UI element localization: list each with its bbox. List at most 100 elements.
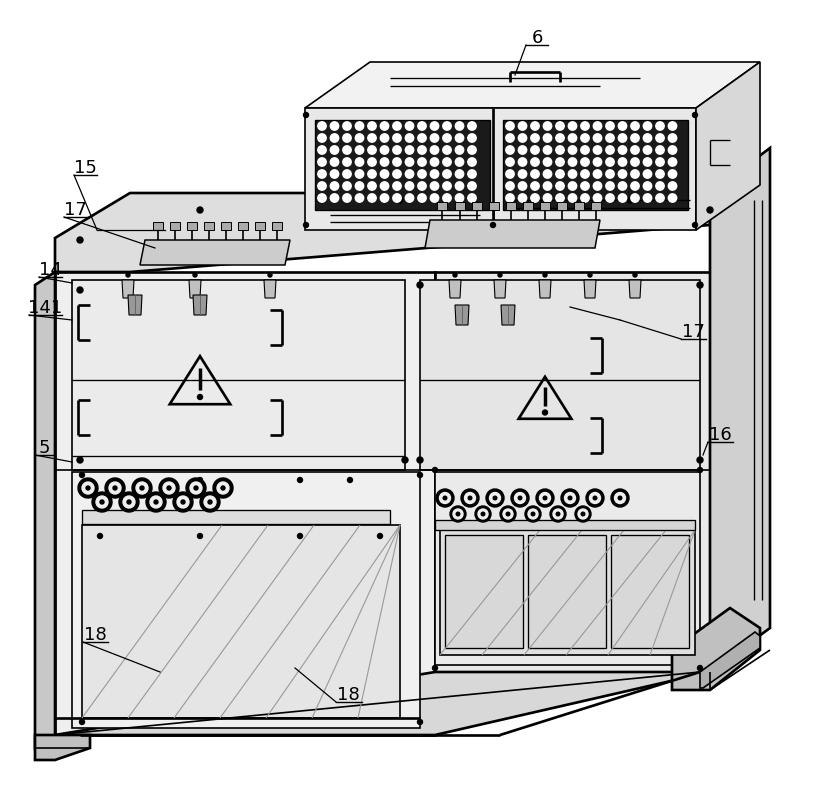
Circle shape: [606, 134, 614, 142]
Circle shape: [455, 194, 464, 202]
Circle shape: [393, 122, 401, 131]
Polygon shape: [264, 280, 276, 298]
Circle shape: [418, 134, 426, 142]
Circle shape: [198, 478, 203, 483]
Polygon shape: [696, 62, 760, 230]
Polygon shape: [519, 377, 572, 418]
Circle shape: [418, 194, 426, 202]
Polygon shape: [35, 735, 90, 760]
Circle shape: [100, 500, 104, 504]
Polygon shape: [193, 295, 207, 315]
Polygon shape: [435, 520, 695, 530]
Circle shape: [450, 506, 466, 522]
Circle shape: [668, 170, 676, 178]
Circle shape: [697, 665, 702, 671]
Polygon shape: [72, 472, 420, 728]
Circle shape: [692, 222, 697, 228]
Text: 18: 18: [337, 686, 359, 704]
Circle shape: [432, 467, 437, 472]
Polygon shape: [672, 608, 760, 690]
Circle shape: [268, 273, 272, 277]
Circle shape: [194, 486, 198, 490]
Circle shape: [356, 182, 364, 190]
Circle shape: [356, 146, 364, 154]
Circle shape: [343, 194, 352, 202]
Circle shape: [503, 509, 513, 519]
Polygon shape: [238, 222, 248, 230]
Circle shape: [356, 170, 364, 178]
Circle shape: [443, 170, 451, 178]
Text: 17: 17: [63, 201, 86, 219]
Polygon shape: [494, 280, 506, 298]
Circle shape: [536, 489, 554, 507]
Circle shape: [643, 182, 652, 190]
Circle shape: [656, 122, 664, 131]
Circle shape: [631, 194, 639, 202]
Circle shape: [105, 478, 125, 498]
Circle shape: [575, 506, 591, 522]
Circle shape: [581, 122, 589, 131]
Circle shape: [627, 197, 633, 203]
Circle shape: [80, 720, 85, 725]
Circle shape: [167, 486, 171, 490]
Circle shape: [468, 170, 476, 178]
Circle shape: [643, 122, 652, 131]
Circle shape: [668, 157, 676, 166]
Circle shape: [500, 506, 516, 522]
Text: 17: 17: [681, 323, 705, 341]
Circle shape: [668, 146, 676, 154]
Circle shape: [127, 500, 131, 504]
Circle shape: [343, 170, 352, 178]
Circle shape: [221, 486, 225, 490]
Circle shape: [618, 496, 622, 500]
Circle shape: [430, 146, 439, 154]
Circle shape: [468, 182, 476, 190]
Circle shape: [468, 194, 476, 202]
Circle shape: [468, 146, 476, 154]
Circle shape: [417, 457, 423, 463]
Circle shape: [692, 112, 697, 118]
Circle shape: [593, 146, 602, 154]
Circle shape: [453, 273, 457, 277]
Circle shape: [543, 157, 552, 166]
Circle shape: [80, 472, 85, 478]
Circle shape: [568, 194, 577, 202]
Circle shape: [643, 157, 652, 166]
Circle shape: [618, 122, 627, 131]
Circle shape: [633, 273, 637, 277]
Circle shape: [204, 496, 216, 508]
Circle shape: [368, 170, 376, 178]
Circle shape: [656, 157, 664, 166]
Polygon shape: [700, 632, 760, 688]
Polygon shape: [445, 535, 523, 648]
Circle shape: [578, 509, 588, 519]
Circle shape: [606, 122, 614, 131]
Circle shape: [317, 122, 327, 131]
Circle shape: [506, 146, 514, 154]
Circle shape: [86, 486, 90, 490]
Text: 16: 16: [709, 426, 731, 444]
Circle shape: [381, 182, 389, 190]
Circle shape: [368, 157, 376, 166]
Circle shape: [593, 122, 602, 131]
Circle shape: [606, 157, 614, 166]
Circle shape: [77, 287, 83, 293]
Circle shape: [631, 134, 639, 142]
Circle shape: [330, 134, 339, 142]
Polygon shape: [523, 202, 533, 210]
Text: 14: 14: [38, 261, 61, 279]
Polygon shape: [128, 295, 142, 315]
Circle shape: [381, 122, 389, 131]
Circle shape: [186, 478, 206, 498]
Circle shape: [593, 496, 597, 500]
Circle shape: [406, 122, 414, 131]
Circle shape: [443, 134, 451, 142]
Circle shape: [618, 146, 627, 154]
Circle shape: [581, 157, 589, 166]
Circle shape: [159, 478, 179, 498]
Circle shape: [543, 496, 547, 500]
Circle shape: [406, 170, 414, 178]
Circle shape: [198, 533, 203, 539]
Circle shape: [618, 194, 627, 202]
Polygon shape: [611, 535, 689, 648]
